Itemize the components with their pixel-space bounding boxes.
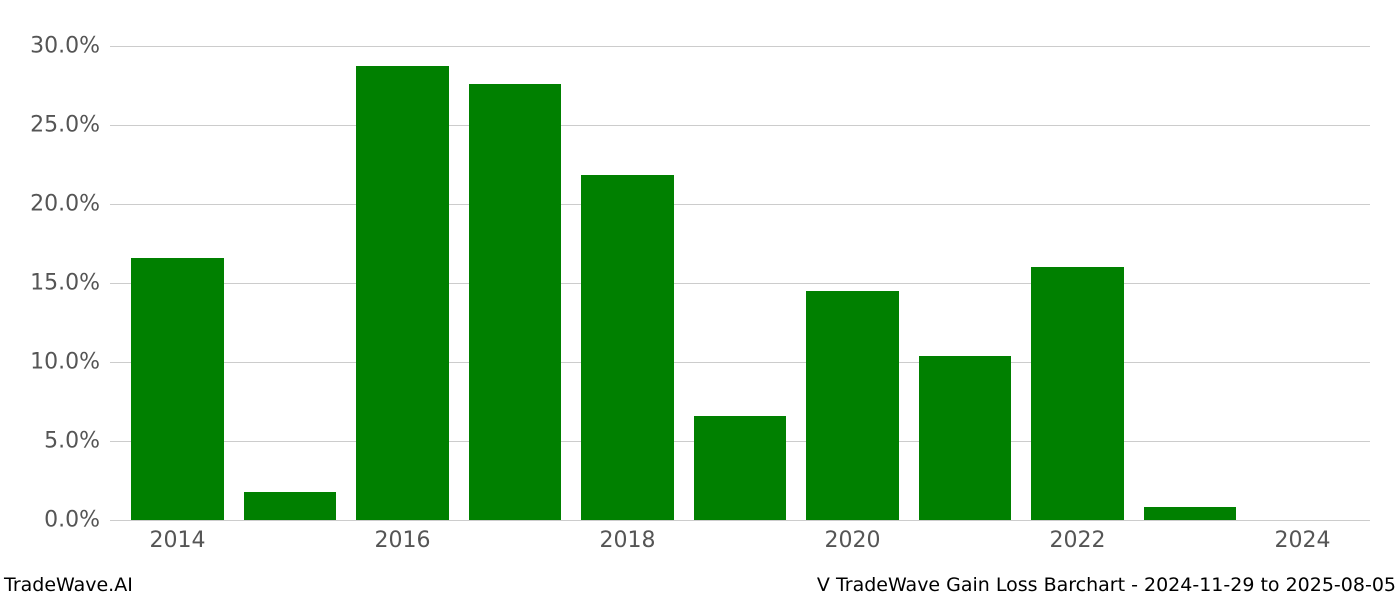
footer-right-caption: V TradeWave Gain Loss Barchart - 2024-11… [817, 574, 1396, 596]
footer-left-caption: TradeWave.AI [4, 574, 133, 596]
x-tick-label: 2022 [1050, 520, 1106, 553]
bar [1144, 507, 1236, 520]
y-tick-label: 10.0% [30, 349, 110, 374]
bar [694, 416, 786, 520]
y-tick-label: 0.0% [44, 508, 110, 533]
x-tick-label: 2018 [600, 520, 656, 553]
gridline [110, 362, 1370, 363]
y-tick-label: 15.0% [30, 270, 110, 295]
gridline [110, 125, 1370, 126]
chart-plot-area: 0.0%5.0%10.0%15.0%20.0%25.0%30.0%2014201… [110, 30, 1370, 520]
bar [131, 258, 223, 520]
x-tick-label: 2020 [825, 520, 881, 553]
y-tick-label: 25.0% [30, 112, 110, 137]
y-tick-label: 30.0% [30, 33, 110, 58]
x-tick-label: 2024 [1275, 520, 1331, 553]
bar [469, 84, 561, 520]
x-tick-label: 2014 [150, 520, 206, 553]
bar [356, 66, 448, 520]
y-tick-label: 20.0% [30, 191, 110, 216]
y-tick-label: 5.0% [44, 428, 110, 453]
bar [581, 175, 673, 520]
gridline [110, 283, 1370, 284]
x-tick-label: 2016 [375, 520, 431, 553]
bar [806, 291, 898, 520]
bar [919, 356, 1011, 520]
gridline [110, 204, 1370, 205]
bar [244, 492, 336, 520]
gridline [110, 46, 1370, 47]
bar [1031, 267, 1123, 520]
gridline [110, 520, 1370, 521]
